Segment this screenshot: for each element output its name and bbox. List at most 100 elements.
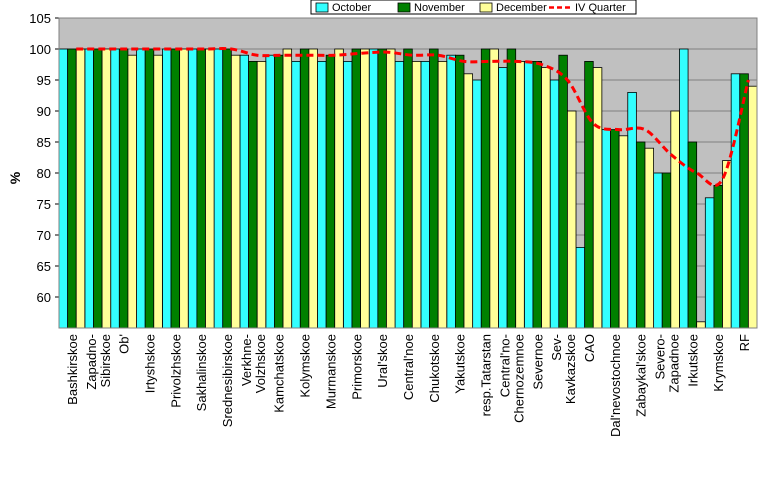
category-label-line: Central'no- bbox=[497, 334, 512, 397]
bar-october bbox=[679, 48, 689, 329]
category-label-line: Dal'nevostochnoe bbox=[608, 334, 623, 437]
bar-october bbox=[291, 61, 301, 329]
bar-october bbox=[420, 61, 430, 329]
category-label: Irkutskoe bbox=[685, 334, 700, 387]
category-label-line: Kamchatskoe bbox=[272, 334, 287, 413]
category-labels: Bashkirskoe Zapadno-Sibirskoe Ob' Irtyshsko… bbox=[65, 334, 752, 437]
bar-november bbox=[454, 54, 465, 329]
y-tick-label: 60 bbox=[37, 290, 51, 305]
bar-november bbox=[67, 48, 77, 329]
legend-label: November bbox=[414, 2, 465, 14]
category-label-line: Yakutskoe bbox=[453, 334, 468, 394]
bar-november bbox=[584, 61, 594, 329]
category-label-line: CAO bbox=[582, 334, 597, 362]
bar-october bbox=[84, 48, 94, 329]
bar-december bbox=[747, 85, 758, 329]
legend-swatch-october bbox=[315, 2, 329, 13]
bar-october bbox=[472, 79, 482, 329]
category-label: Bashkirskoe bbox=[65, 334, 80, 405]
bar-october bbox=[265, 54, 275, 329]
bar-november bbox=[299, 48, 310, 329]
bar-november bbox=[170, 48, 181, 329]
bar-december bbox=[282, 48, 293, 329]
y-axis-label: % bbox=[7, 171, 23, 184]
bar-october bbox=[239, 54, 249, 329]
y-tick-label: 100 bbox=[29, 42, 51, 57]
y-tick-label: 75 bbox=[37, 197, 51, 212]
y-tick-label: 80 bbox=[37, 166, 51, 181]
category-label-line: Krymskoe bbox=[711, 334, 726, 392]
bar-december bbox=[360, 48, 370, 329]
bar-november bbox=[403, 48, 413, 329]
category-label: Krymskoe bbox=[711, 334, 726, 392]
bar-november bbox=[532, 61, 542, 329]
bar-december bbox=[541, 67, 551, 329]
category-label: Verkhne-Volzhskoe bbox=[239, 334, 268, 393]
category-label: Irtyshskoe bbox=[142, 334, 157, 393]
category-label: Dal'nevostochnoe bbox=[608, 334, 623, 437]
quarter-line bbox=[76, 47, 750, 187]
category-label-line: Sibirskoe bbox=[98, 334, 113, 387]
category-label-line: Ob' bbox=[117, 334, 132, 354]
bar-november bbox=[377, 48, 387, 329]
category-label: Murmanskoe bbox=[323, 334, 338, 409]
category-label: Sev-Kavkazskoe bbox=[549, 334, 578, 404]
y-tick-label: 85 bbox=[37, 135, 51, 150]
bar-december bbox=[463, 73, 474, 329]
category-label-line: Verkhne- bbox=[239, 334, 254, 386]
y-tick-label: 105 bbox=[29, 11, 51, 26]
bar-december bbox=[179, 48, 189, 329]
bar-november bbox=[480, 48, 491, 329]
bar-december bbox=[618, 135, 629, 329]
category-label: Sakhalinskoe bbox=[194, 334, 209, 411]
bar-november bbox=[118, 48, 129, 329]
category-label-line: resp.Tatarstan bbox=[479, 334, 494, 416]
bar-october bbox=[162, 48, 172, 329]
y-tick-label: 95 bbox=[37, 73, 51, 88]
bar-october bbox=[575, 246, 586, 329]
axes bbox=[55, 17, 758, 329]
legend-swatch-december bbox=[479, 2, 493, 13]
category-label-line: Irtyshskoe bbox=[142, 334, 157, 393]
y-tick-label: 70 bbox=[37, 228, 51, 243]
category-label-line: Srednesibirskoe bbox=[220, 334, 235, 427]
legend-swatch-november bbox=[397, 2, 411, 13]
bar-november bbox=[713, 184, 723, 329]
category-label-line: RF bbox=[737, 334, 752, 351]
category-label-line: Murmanskoe bbox=[323, 334, 338, 409]
category-label-line: Chukotskoe bbox=[427, 334, 442, 403]
category-label: Yakutskoe bbox=[453, 334, 468, 394]
bar-october bbox=[58, 48, 69, 329]
category-label-line: Irkutskoe bbox=[685, 334, 700, 387]
category-label-line: Zapadno- bbox=[84, 334, 99, 390]
bar-november bbox=[222, 48, 232, 329]
bar-december bbox=[567, 110, 577, 329]
bar-december bbox=[670, 110, 680, 329]
y-tick-label: 65 bbox=[37, 259, 51, 274]
bar-october bbox=[187, 48, 198, 329]
bar-october bbox=[136, 48, 146, 329]
bar-december bbox=[256, 61, 267, 329]
bar-december bbox=[644, 147, 654, 329]
bar-october bbox=[704, 197, 715, 329]
category-label-line: Severnoe bbox=[530, 334, 545, 390]
legend-label: December bbox=[496, 2, 547, 14]
category-label: RF bbox=[737, 334, 752, 351]
category-label: CAO bbox=[582, 334, 597, 362]
bar-december bbox=[230, 54, 241, 329]
bar-november bbox=[196, 48, 206, 329]
category-label: Central'noe bbox=[401, 334, 416, 400]
bar-november bbox=[661, 172, 672, 329]
bar-december bbox=[592, 67, 603, 329]
legend-label: October bbox=[332, 2, 371, 14]
category-label: Zapadno-Sibirskoe bbox=[84, 334, 113, 390]
bar-december bbox=[153, 54, 163, 329]
category-label-line: Privolzhskoe bbox=[168, 334, 183, 408]
bar-december bbox=[205, 48, 215, 329]
bar-november bbox=[635, 141, 646, 329]
bar-december bbox=[489, 48, 499, 329]
bar-december bbox=[101, 48, 112, 329]
bar-october bbox=[317, 61, 327, 329]
y-tick-labels: 60 65 70 75 80 85 90 95 100 105 bbox=[29, 11, 51, 305]
